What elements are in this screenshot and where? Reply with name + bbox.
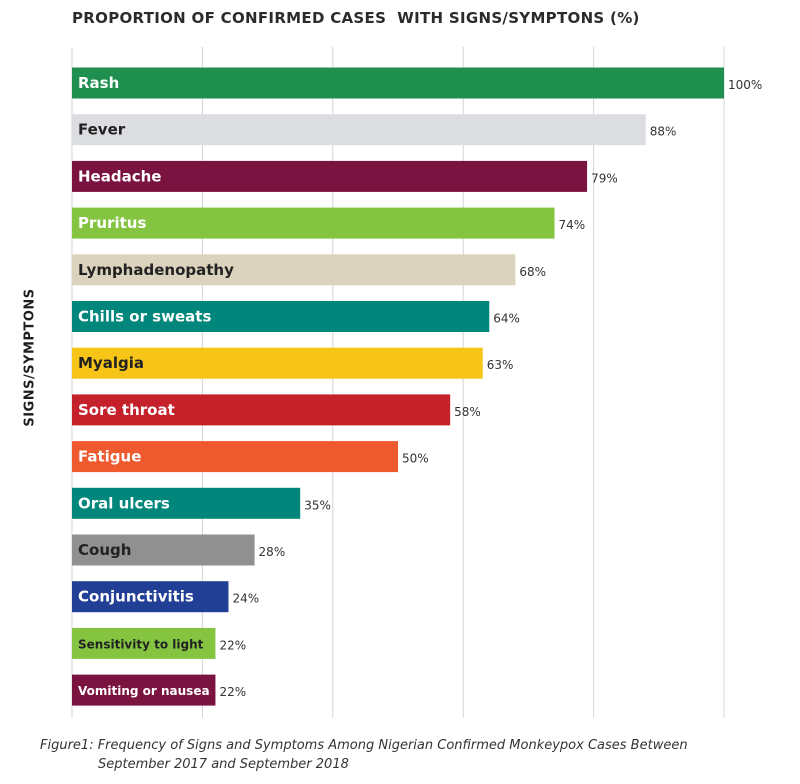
bar <box>72 394 451 426</box>
bar-category-label: Myalgia <box>78 354 144 372</box>
bar <box>72 581 229 613</box>
bar <box>72 347 483 379</box>
bar-chart: Rash 100% Fever 88% Headache 79% Pruritus 74% Ly… <box>71 47 762 718</box>
bar-value-label: 58% <box>454 405 481 419</box>
caption-line-1: Figure1: Frequency of Signs and Symptoms… <box>40 738 688 753</box>
bar-value-label: 100% <box>728 78 762 92</box>
bar <box>72 627 216 659</box>
bar-value-label: 64% <box>493 312 520 326</box>
bar-category-label: Sensitivity to light <box>78 637 204 651</box>
bar-value-label: 74% <box>558 218 585 232</box>
bar-category-label: Fatigue <box>78 448 141 466</box>
bar-category-label: Rash <box>78 74 119 92</box>
bar-value-label: 88% <box>650 125 677 139</box>
bar-category-label: Headache <box>78 167 161 185</box>
bar <box>72 114 646 146</box>
bar <box>72 207 555 239</box>
bar-category-label: Cough <box>78 541 131 559</box>
figure-caption: Figure1: Frequency of Signs and Symptoms… <box>40 736 688 774</box>
bar-value-label: 22% <box>219 638 246 652</box>
chart-title: PROPORTION OF CONFIRMED CASES WITH SIGNS… <box>72 9 640 27</box>
bar-category-label: Pruritus <box>78 214 146 232</box>
bar-category-label: Chills or sweats <box>78 308 211 326</box>
bar-value-label: 24% <box>232 592 259 606</box>
bar <box>72 441 398 473</box>
bar <box>72 301 490 332</box>
caption-line-2: September 2017 and September 2018 <box>98 757 349 772</box>
bar-category-label: Fever <box>78 121 126 139</box>
bar <box>72 674 216 706</box>
bar-category-label: Conjunctivitis <box>78 588 194 606</box>
bar-value-label: 68% <box>519 265 546 279</box>
bar-category-label: Vomiting or nausea <box>78 684 210 698</box>
bar-category-label: Oral ulcers <box>78 494 170 512</box>
bar-value-label: 50% <box>402 452 429 466</box>
bar <box>72 67 724 99</box>
bar-category-label: Sore throat <box>78 401 175 419</box>
bar-category-label: Lymphadenopathy <box>78 261 234 279</box>
bar <box>72 254 516 286</box>
bar-value-label: 28% <box>259 545 286 559</box>
bar <box>72 160 588 192</box>
bar <box>72 487 301 519</box>
bar-value-label: 35% <box>304 498 331 512</box>
bar <box>72 534 255 566</box>
bar-value-label: 22% <box>219 685 246 699</box>
bar-value-label: 79% <box>591 171 618 185</box>
bar-value-label: 63% <box>487 358 514 372</box>
